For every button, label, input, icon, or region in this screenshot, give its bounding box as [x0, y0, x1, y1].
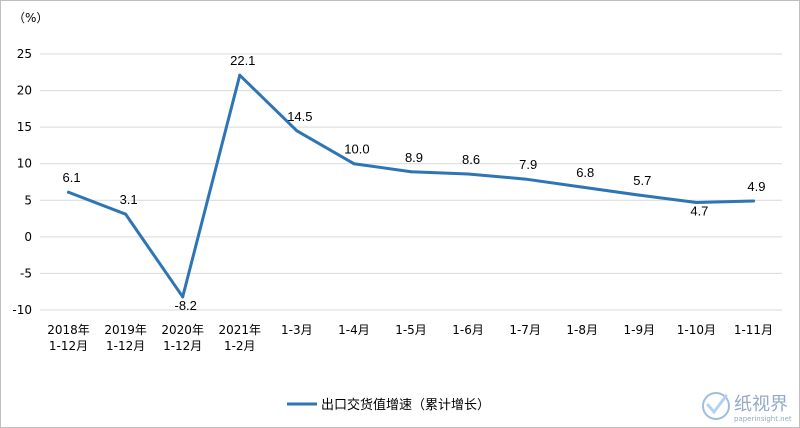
- legend: 出口交货值增速（累计增长）: [287, 397, 490, 413]
- y-tick-label: 25: [17, 47, 32, 61]
- watermark-text: 纸视界: [734, 394, 788, 415]
- data-point: [124, 212, 128, 216]
- x-tick-label: 2019年: [104, 323, 147, 337]
- y-tick-label: 5: [24, 193, 32, 207]
- y-tick-label: 20: [17, 84, 32, 98]
- data-point: [67, 190, 71, 194]
- data-point: [694, 200, 698, 204]
- data-point: [580, 185, 584, 189]
- data-label: 22.1: [230, 53, 255, 68]
- data-label: 7.9: [519, 157, 537, 172]
- x-tick-label: 1-10月: [677, 323, 716, 337]
- data-label: 8.9: [405, 150, 423, 165]
- x-tick-label: 1-2月: [224, 339, 256, 353]
- x-tick-label: 2018年: [47, 323, 90, 337]
- data-point: [181, 295, 185, 299]
- series-group: [67, 73, 755, 299]
- data-point: [523, 177, 527, 181]
- data-point: [466, 172, 470, 176]
- y-tick-label: 0: [24, 230, 32, 244]
- data-label: 14.5: [287, 109, 312, 124]
- data-label: 4.7: [690, 203, 708, 218]
- y-tick-label: -10: [12, 303, 32, 317]
- data-point: [295, 129, 299, 133]
- x-tick-label: 1-5月: [395, 323, 427, 337]
- x-tick-label: 1-4月: [338, 323, 370, 337]
- y-axis-ticks: 25 20 15 10 5 0 -5 -10: [12, 47, 32, 317]
- gridlines: [40, 53, 782, 311]
- y-tick-label: 10: [17, 157, 32, 171]
- x-tick-label: 1-12月: [49, 339, 88, 353]
- y-tick-label: -5: [20, 266, 32, 280]
- x-tick-label: 1-9月: [624, 323, 656, 337]
- data-point: [352, 162, 356, 166]
- data-label: 8.6: [462, 152, 480, 167]
- data-label: 6.1: [62, 170, 80, 185]
- data-label: 5.7: [633, 173, 651, 188]
- x-tick-label: 1-12月: [106, 339, 145, 353]
- x-tick-label: 1-8月: [566, 323, 598, 337]
- data-label: 3.1: [120, 192, 138, 207]
- data-labels: 6.1 3.1 -8.2 22.1 14.5 10.0 8.9 8.6 7.9 6.8 5.7 4.7…: [62, 53, 765, 313]
- x-tick-label: 2021年: [218, 323, 261, 337]
- data-label: 4.9: [747, 179, 765, 194]
- x-tick-label: 1-7月: [509, 323, 541, 337]
- watermark-emblem-icon: [702, 392, 730, 420]
- data-label: 10.0: [344, 142, 369, 157]
- x-tick-label: 1-3月: [281, 323, 313, 337]
- data-point: [637, 193, 641, 197]
- y-unit-label: （%）: [13, 11, 48, 25]
- watermark-logo: 纸视界 paperinsight.net: [702, 392, 792, 423]
- x-tick-label: 1-6月: [452, 323, 484, 337]
- legend-label: 出口交货值增速（累计增长）: [321, 397, 490, 413]
- watermark-check-icon: [706, 394, 728, 415]
- watermark-subtext: paperinsight.net: [734, 415, 792, 423]
- data-point: [238, 73, 242, 77]
- x-tick-label: 1-12月: [163, 339, 202, 353]
- x-tick-label: 2020年: [161, 323, 204, 337]
- data-point: [409, 170, 413, 174]
- data-label: -8.2: [174, 298, 196, 313]
- y-tick-label: 15: [17, 120, 32, 134]
- x-axis-ticks: 2018年 1-12月 2019年 1-12月 2020年 1-12月 2021年 1-2月 1…: [47, 323, 773, 353]
- data-label: 6.8: [576, 165, 594, 180]
- data-point: [751, 199, 755, 203]
- x-tick-label: 1-11月: [734, 323, 773, 337]
